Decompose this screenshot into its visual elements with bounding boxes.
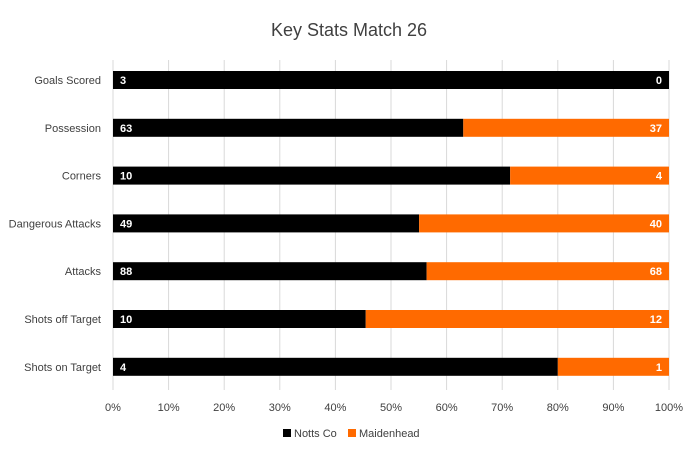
category-labels: Goals Scored Possession Corners Dangerous A… xyxy=(9,75,102,374)
bar-notts-co-shots-off-target xyxy=(113,310,366,328)
data-label-maidenhead-goals-scored: 0 xyxy=(656,75,662,87)
data-label-notts-co-attacks: 88 xyxy=(120,266,132,278)
data-label-notts-co-shots-off-target: 10 xyxy=(120,314,132,326)
bar-notts-co-attacks xyxy=(113,262,427,281)
bar-maidenhead-attacks xyxy=(426,262,669,281)
data-label-notts-co-corners: 10 xyxy=(120,171,132,183)
category-label-possession: Possession xyxy=(45,123,101,135)
data-label-maidenhead-dangerous-attacks: 40 xyxy=(650,218,662,230)
chart-title: Key Stats Match 26 xyxy=(271,20,427,40)
bars: 3 0 63 37 10 4 49 40 88 68 10 12 4 1 xyxy=(113,71,669,376)
x-tick-label: 70% xyxy=(491,402,513,414)
legend-swatch-maidenhead xyxy=(348,429,356,437)
bar-notts-co-possession xyxy=(113,118,464,137)
x-tick-label: 60% xyxy=(436,402,458,414)
x-tick-label: 30% xyxy=(269,402,291,414)
bar-maidenhead-dangerous-attacks xyxy=(419,214,669,233)
category-label-corners: Corners xyxy=(62,171,102,183)
category-label-dangerous-attacks: Dangerous Attacks xyxy=(9,218,102,230)
bar-notts-co-goals-scored xyxy=(113,71,669,89)
bar-maidenhead-possession xyxy=(463,118,669,137)
x-tick-label: 90% xyxy=(602,402,624,414)
x-tick-label: 0% xyxy=(105,402,121,414)
data-label-notts-co-goals-scored: 3 xyxy=(120,75,126,87)
bar-notts-co-shots-on-target xyxy=(113,357,558,376)
data-label-maidenhead-attacks: 68 xyxy=(650,266,662,278)
bar-maidenhead-corners xyxy=(510,166,669,185)
x-tick-label: 20% xyxy=(213,402,235,414)
category-label-shots-on-target: Shots on Target xyxy=(24,362,101,374)
data-label-notts-co-possession: 63 xyxy=(120,123,132,135)
legend-swatch-notts-co xyxy=(283,429,291,437)
category-label-goals-scored: Goals Scored xyxy=(34,75,101,87)
data-label-maidenhead-shots-on-target: 1 xyxy=(656,362,662,374)
bar-maidenhead-shots-on-target xyxy=(557,357,669,376)
data-label-maidenhead-possession: 37 xyxy=(650,123,662,135)
x-tick-label: 40% xyxy=(324,402,346,414)
bar-notts-co-corners xyxy=(113,166,511,185)
x-tick-label: 50% xyxy=(380,402,402,414)
data-label-maidenhead-shots-off-target: 12 xyxy=(650,314,662,326)
legend: Notts Co Maidenhead xyxy=(283,428,420,440)
x-tick-labels: 0% 10% 20% 30% 40% 50% 60% 70% 80% 90% 100% xyxy=(105,402,683,414)
data-label-maidenhead-corners: 4 xyxy=(656,171,663,183)
category-label-shots-off-target: Shots off Target xyxy=(24,314,101,326)
x-tick-label: 100% xyxy=(655,402,683,414)
data-label-notts-co-dangerous-attacks: 49 xyxy=(120,218,132,230)
legend-label-maidenhead: Maidenhead xyxy=(359,428,420,440)
category-label-attacks: Attacks xyxy=(65,266,102,278)
bar-maidenhead-shots-off-target xyxy=(365,310,669,328)
bar-notts-co-dangerous-attacks xyxy=(113,214,420,233)
data-label-notts-co-shots-on-target: 4 xyxy=(120,362,127,374)
x-tick-label: 80% xyxy=(547,402,569,414)
x-tick-label: 10% xyxy=(158,402,180,414)
legend-label-notts-co: Notts Co xyxy=(294,428,337,440)
